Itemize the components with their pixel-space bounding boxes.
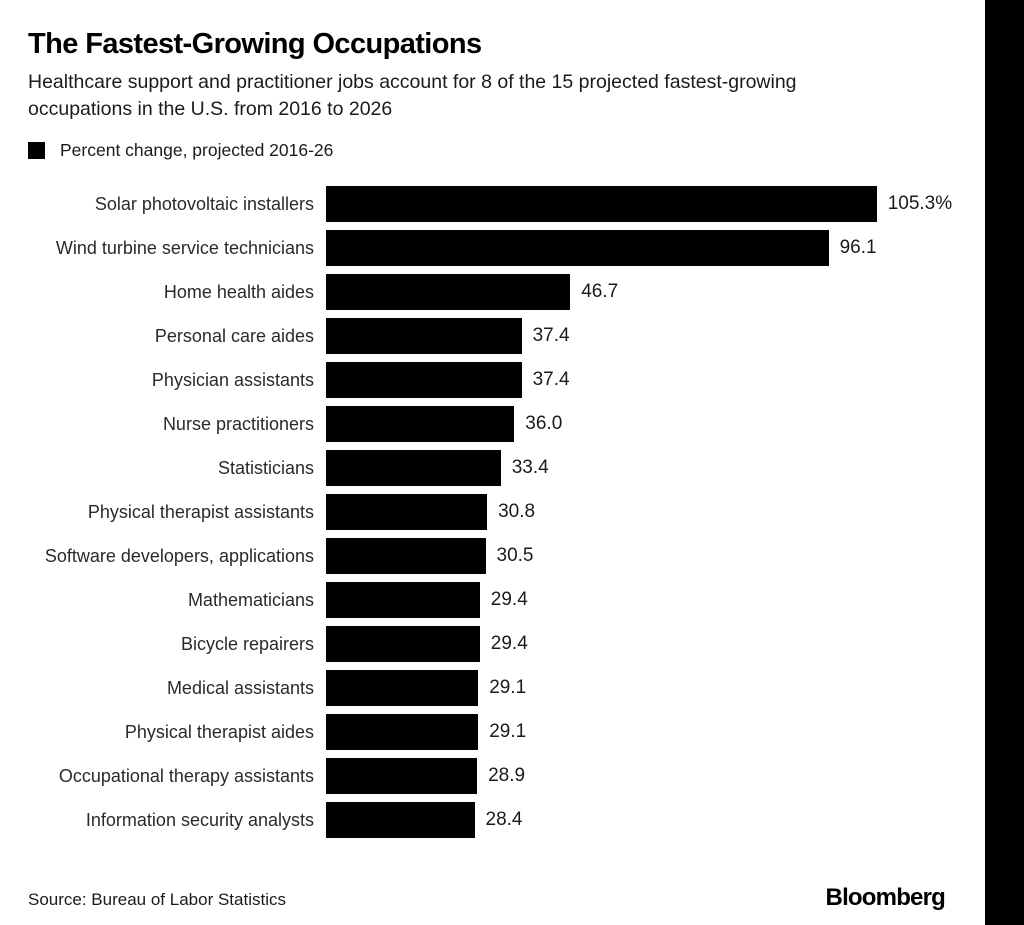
chart-row: Mathematicians 29.4 <box>28 578 985 622</box>
value-label: 29.1 <box>489 677 527 698</box>
bar <box>326 670 479 706</box>
bloomberg-logo: Bloomberg <box>825 884 946 911</box>
bar <box>326 230 829 266</box>
bar <box>326 318 522 354</box>
subtitle-line-1: Healthcare support and practitioner jobs… <box>28 71 797 93</box>
footer: Source: Bureau of Labor Statistics Bloom… <box>28 884 946 912</box>
bar <box>326 186 877 222</box>
category-label: Information security analysts <box>85 809 314 830</box>
value-label: 29.1 <box>489 721 527 742</box>
bar <box>326 450 501 486</box>
chart-rows: Solar photovoltaic installers 105.3% Wind … <box>28 182 985 842</box>
value-label: 28.9 <box>488 765 526 786</box>
value-label: 30.5 <box>496 545 534 566</box>
value-label: 96.1 <box>839 237 877 258</box>
category-label: Solar photovoltaic installers <box>94 193 314 214</box>
bar <box>326 802 475 838</box>
category-label: Mathematicians <box>187 589 314 610</box>
category-label: Bicycle repairers <box>180 633 314 654</box>
legend-swatch-icon <box>28 142 45 159</box>
chart-row: Information security analysts 28.4 <box>28 798 985 842</box>
chart-row: Physician assistants 37.4 <box>28 358 985 402</box>
chart-row: Medical assistants 29.1 <box>28 666 985 710</box>
value-label: 46.7 <box>581 281 619 302</box>
bar <box>326 538 486 574</box>
category-label: Medical assistants <box>166 677 314 698</box>
page-title: The Fastest-Growing Occupations <box>28 28 482 60</box>
value-label: 29.4 <box>490 589 528 610</box>
category-label: Software developers, applications <box>44 545 314 566</box>
value-label: 33.4 <box>511 457 549 478</box>
category-label: Wind turbine service technicians <box>55 237 314 258</box>
legend-label: Percent change, projected 2016-26 <box>60 140 334 160</box>
chart-container: The Fastest-Growing Occupations Healthca… <box>28 28 985 912</box>
category-label: Nurse practitioners <box>162 413 314 434</box>
chart-row: Physical therapist aides 29.1 <box>28 710 985 754</box>
value-label: 28.4 <box>485 809 523 830</box>
bar <box>326 626 480 662</box>
chart-row: Bicycle repairers 29.4 <box>28 622 985 666</box>
chart-row: Physical therapist assistants 30.8 <box>28 490 985 534</box>
chart-row: Nurse practitioners 36.0 <box>28 402 985 446</box>
chart-subtitle: Healthcare support and practitioner jobs… <box>28 69 985 123</box>
subtitle-line-2: occupations in the U.S. from 2016 to 202… <box>28 98 393 120</box>
bar <box>326 582 480 618</box>
category-label: Statisticians <box>217 457 314 478</box>
category-label: Home health aides <box>163 281 314 302</box>
chart-row: Home health aides 46.7 <box>28 270 985 314</box>
category-label: Personal care aides <box>154 325 314 346</box>
value-label: 37.4 <box>532 325 570 346</box>
value-label: 37.4 <box>532 369 570 390</box>
chart-row: Occupational therapy assistants 28.9 <box>28 754 985 798</box>
bar <box>326 274 571 310</box>
chart-row: Software developers, applications 30.5 <box>28 534 985 578</box>
chart-row: Wind turbine service technicians 96.1 <box>28 226 985 270</box>
chart-row: Solar photovoltaic installers 105.3% <box>28 182 985 226</box>
category-label: Physical therapist aides <box>124 721 314 742</box>
source-note: Source: Bureau of Labor Statistics <box>28 890 286 909</box>
value-label: 105.3% <box>887 193 953 214</box>
legend: Percent change, projected 2016-26 <box>28 140 985 161</box>
value-label: 29.4 <box>490 633 528 654</box>
right-edge-bar <box>985 0 1024 925</box>
category-label: Physician assistants <box>151 369 314 390</box>
bar <box>326 494 488 530</box>
bar <box>326 362 522 398</box>
value-label: 30.8 <box>498 501 536 522</box>
value-label: 36.0 <box>525 413 563 434</box>
chart-row: Statisticians 33.4 <box>28 446 985 490</box>
category-label: Physical therapist assistants <box>87 501 314 522</box>
chart-row: Personal care aides 37.4 <box>28 314 985 358</box>
bar <box>326 758 478 794</box>
category-label: Occupational therapy assistants <box>58 765 314 786</box>
bar <box>326 406 515 442</box>
bar <box>326 714 479 750</box>
